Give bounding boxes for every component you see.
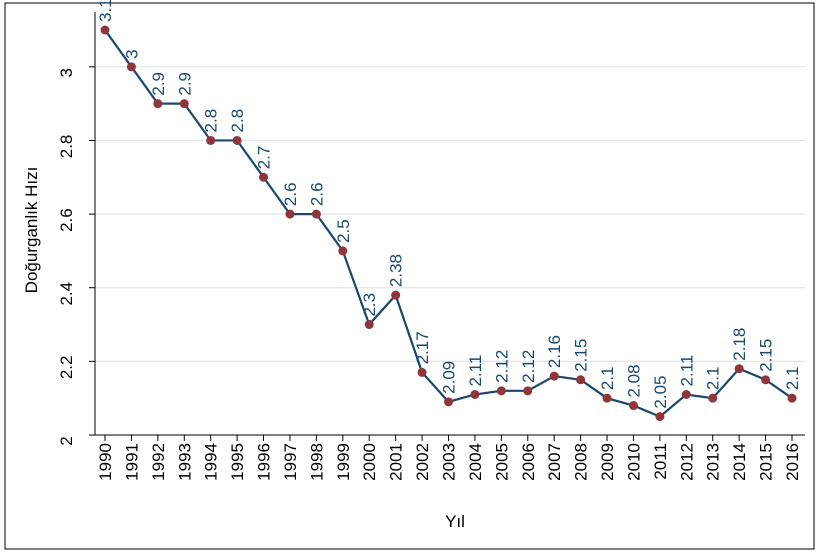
data-label: 2.3 (360, 293, 379, 317)
marker (259, 172, 269, 182)
marker (338, 246, 348, 256)
data-label: 2.5 (334, 219, 353, 243)
x-tick-label: 1999 (334, 443, 353, 481)
marker (153, 99, 163, 109)
x-tick-label: 2011 (651, 443, 670, 480)
x-tick-label: 1991 (122, 443, 141, 481)
x-tick-label: 2008 (572, 443, 591, 481)
data-label: 2.6 (307, 182, 326, 206)
marker (470, 390, 480, 399)
data-label: 2.11 (466, 355, 485, 387)
y-tick-label: 2.2 (57, 356, 76, 380)
x-tick-label: 2013 (704, 443, 723, 481)
data-label: 2.12 (519, 350, 538, 383)
data-label: 2.12 (492, 350, 511, 383)
marker (576, 375, 586, 385)
x-tick-label: 1996 (255, 443, 274, 481)
data-label: 2.11 (677, 355, 696, 387)
x-tick-label: 2015 (757, 443, 776, 481)
marker (496, 386, 506, 396)
marker (549, 371, 559, 381)
marker (391, 290, 401, 300)
data-label: 2.8 (228, 109, 247, 133)
x-tick-label: 1995 (228, 443, 247, 481)
x-tick-label: 2003 (440, 443, 459, 481)
marker (602, 393, 612, 403)
x-tick-label: 1997 (281, 443, 300, 481)
data-label: 2.9 (175, 72, 194, 96)
data-label: 2.1 (598, 367, 617, 391)
x-tick-label: 2005 (492, 443, 511, 481)
y-tick-label: 2.6 (57, 208, 76, 232)
y-tick-label: 2.4 (57, 282, 76, 306)
x-axis-label: Yıl (445, 512, 465, 531)
marker (179, 99, 189, 109)
data-label: 3.1 (96, 0, 115, 22)
marker (523, 386, 533, 396)
data-label: 2.17 (413, 331, 432, 364)
marker (285, 209, 295, 219)
x-tick-label: 1993 (175, 443, 194, 481)
marker (681, 390, 691, 399)
data-label: 2.1 (704, 367, 723, 391)
marker (628, 401, 638, 411)
marker (708, 393, 718, 403)
x-tick-label: 2006 (519, 443, 538, 481)
data-label: 2.16 (545, 335, 564, 368)
data-label: 2.15 (572, 339, 591, 372)
marker (206, 135, 216, 145)
marker (232, 135, 242, 145)
x-tick-label: 1992 (149, 443, 168, 481)
x-tick-label: 2002 (413, 443, 432, 481)
marker (311, 209, 321, 219)
y-tick-label: 2 (57, 436, 76, 445)
data-label: 2.09 (440, 361, 459, 394)
x-tick-label: 2016 (783, 443, 802, 481)
data-label: 2.15 (757, 339, 776, 372)
data-label: 2.05 (651, 375, 670, 408)
marker (444, 397, 453, 407)
x-tick-label: 1994 (202, 443, 221, 481)
x-tick-label: 1998 (307, 443, 326, 481)
x-tick-label: 2009 (598, 443, 617, 481)
data-label: 2.7 (255, 146, 274, 170)
data-label: 2.1 (783, 367, 802, 391)
marker (655, 412, 665, 422)
x-tick-label: 2004 (466, 443, 485, 481)
x-tick-label: 2007 (545, 443, 564, 481)
marker (734, 364, 744, 374)
y-tick-label: 2.8 (57, 135, 76, 159)
marker (787, 393, 797, 403)
data-label: 2.9 (149, 72, 168, 96)
marker (417, 367, 427, 377)
y-tick-label: 3 (57, 68, 76, 77)
marker (126, 62, 136, 72)
data-label: 2.6 (281, 182, 300, 206)
y-axis-label: Doğurganlık Hızı (22, 167, 41, 294)
x-tick-label: 2012 (677, 443, 696, 481)
frame (4, 2, 815, 550)
marker (761, 375, 771, 385)
marker (100, 25, 110, 35)
data-label: 2.38 (387, 254, 406, 287)
x-tick-label: 2014 (730, 443, 749, 481)
data-label: 2.08 (624, 364, 643, 397)
x-tick-label: 2001 (387, 443, 406, 481)
data-label: 2.18 (730, 328, 749, 361)
x-tick-label: 1990 (96, 443, 115, 481)
x-tick-label: 2000 (360, 443, 379, 481)
data-label: 2.8 (202, 109, 221, 133)
marker (364, 320, 374, 330)
data-label: 3 (122, 49, 141, 58)
x-tick-label: 2010 (624, 443, 643, 481)
